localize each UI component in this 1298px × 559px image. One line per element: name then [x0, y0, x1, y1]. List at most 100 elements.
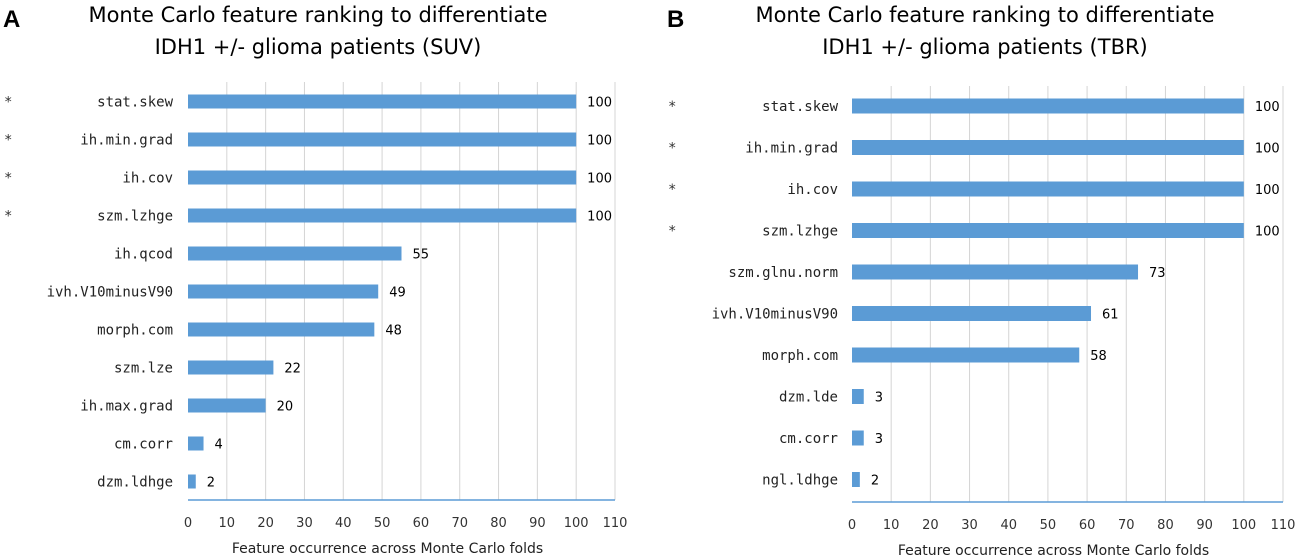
data-label: 49 — [389, 286, 406, 301]
category-label: ih.qcod — [114, 247, 173, 263]
bar — [188, 208, 577, 223]
significance-marker: * — [4, 171, 12, 187]
significance-marker: * — [4, 95, 12, 111]
x-tick-label: 50 — [1040, 518, 1057, 533]
data-label: 73 — [1149, 266, 1166, 281]
category-label: szm.lzhge — [762, 224, 838, 240]
x-tick-label: 30 — [961, 518, 978, 533]
data-label: 100 — [1255, 100, 1280, 115]
x-tick-label: 40 — [335, 516, 352, 531]
chart-title-line: IDH1 +/- glioma patients (SUV) — [155, 35, 482, 59]
bar — [188, 94, 577, 109]
category-label: szm.lze — [114, 361, 173, 377]
category-label: dzm.ldhge — [97, 475, 173, 491]
x-tick-label: 90 — [1196, 518, 1213, 533]
significance-marker: * — [668, 141, 676, 157]
data-label: 48 — [385, 324, 402, 339]
category-label: ngl.ldhge — [762, 473, 838, 489]
x-tick-label: 20 — [922, 518, 939, 533]
x-tick-label: 30 — [296, 516, 313, 531]
x-tick-label: 60 — [413, 516, 430, 531]
bar — [852, 98, 1244, 114]
bar — [188, 322, 375, 337]
bar — [188, 132, 577, 147]
significance-marker: * — [668, 224, 676, 240]
x-tick-label: 50 — [374, 516, 391, 531]
category-label: ih.min.grad — [745, 141, 838, 157]
x-tick-label: 100 — [564, 516, 589, 531]
data-label: 61 — [1102, 308, 1119, 323]
x-axis-title: Feature occurrence across Monte Carlo fo… — [232, 541, 543, 557]
x-tick-label: 40 — [1000, 518, 1017, 533]
significance-marker: * — [4, 209, 12, 225]
bar — [188, 398, 266, 413]
x-tick-label: 80 — [490, 516, 507, 531]
data-label: 3 — [875, 432, 883, 447]
bar — [852, 181, 1244, 197]
data-label: 100 — [1255, 142, 1280, 157]
x-tick-label: 110 — [1271, 518, 1296, 533]
bar — [852, 430, 864, 446]
x-tick-label: 100 — [1231, 518, 1256, 533]
panel-letter: A — [3, 6, 20, 33]
data-label: 2 — [207, 476, 215, 491]
x-tick-label: 110 — [603, 516, 628, 531]
data-label: 4 — [215, 438, 223, 453]
category-label: ivh.V10minusV90 — [47, 285, 173, 301]
chart-title-line: Monte Carlo feature ranking to different… — [755, 3, 1214, 27]
category-label: szm.glnu.norm — [728, 265, 838, 281]
category-label: ih.cov — [787, 182, 838, 198]
significance-marker: * — [4, 133, 12, 149]
x-tick-label: 0 — [184, 516, 192, 531]
x-tick-label: 80 — [1157, 518, 1174, 533]
category-label: cm.corr — [779, 431, 838, 447]
bar — [852, 140, 1244, 155]
data-label: 100 — [587, 172, 612, 187]
category-label: ivh.V10minusV90 — [712, 307, 838, 323]
data-label: 100 — [1255, 225, 1280, 240]
x-axis-title: Feature occurrence across Monte Carlo fo… — [898, 543, 1209, 559]
data-label: 100 — [587, 210, 612, 225]
data-label: 2 — [871, 474, 879, 489]
category-label: ih.cov — [122, 171, 173, 187]
significance-marker: * — [668, 99, 676, 115]
category-label: morph.com — [762, 348, 838, 364]
data-label: 100 — [1255, 183, 1280, 198]
category-label: ih.max.grad — [80, 399, 173, 415]
category-label: stat.skew — [762, 99, 838, 115]
bar — [852, 347, 1080, 363]
data-label: 58 — [1090, 349, 1107, 364]
chart-title-line: IDH1 +/- glioma patients (TBR) — [822, 35, 1148, 59]
bar — [188, 170, 577, 185]
category-label: szm.lzhge — [97, 209, 173, 225]
x-tick-label: 90 — [529, 516, 546, 531]
x-tick-label: 0 — [848, 518, 856, 533]
x-tick-label: 70 — [1118, 518, 1135, 533]
chart-title-line: Monte Carlo feature ranking to different… — [88, 3, 547, 27]
data-label: 3 — [875, 391, 883, 406]
data-label: 55 — [413, 248, 430, 263]
data-label: 100 — [587, 96, 612, 111]
x-tick-label: 10 — [219, 516, 236, 531]
data-label: 100 — [587, 134, 612, 149]
bar — [188, 284, 379, 299]
bar — [852, 223, 1244, 238]
category-label: cm.corr — [114, 437, 173, 453]
x-tick-label: 10 — [883, 518, 900, 533]
bar — [188, 436, 204, 451]
category-label: stat.skew — [97, 95, 173, 111]
x-tick-label: 60 — [1079, 518, 1096, 533]
category-label: ih.min.grad — [80, 133, 173, 149]
bar — [852, 389, 864, 404]
category-label: dzm.lde — [779, 390, 838, 406]
significance-marker: * — [668, 182, 676, 198]
data-label: 20 — [277, 400, 294, 415]
bar — [852, 264, 1139, 280]
x-tick-label: 70 — [451, 516, 468, 531]
bar — [188, 246, 402, 261]
bar — [852, 472, 860, 487]
panel-letter: B — [667, 6, 684, 33]
category-label: morph.com — [97, 323, 173, 339]
x-tick-label: 20 — [257, 516, 274, 531]
